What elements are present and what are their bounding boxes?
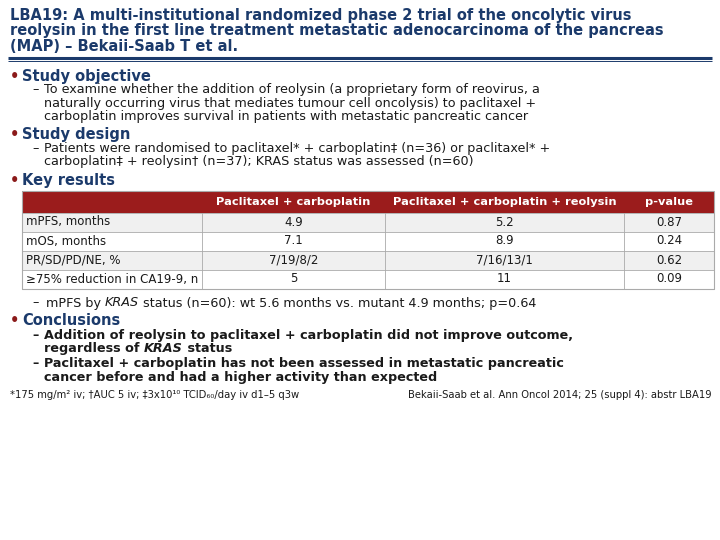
Text: ≥75% reduction in CA19-9, n: ≥75% reduction in CA19-9, n bbox=[26, 273, 198, 286]
Text: 0.09: 0.09 bbox=[656, 273, 682, 286]
Text: (MAP) – Bekaii-Saab T et al.: (MAP) – Bekaii-Saab T et al. bbox=[10, 39, 238, 54]
Text: –: – bbox=[32, 83, 38, 96]
Text: •: • bbox=[10, 127, 19, 143]
Text: •: • bbox=[10, 69, 19, 84]
Text: Patients were randomised to paclitaxel* + carboplatin‡ (n=36) or paclitaxel* +: Patients were randomised to paclitaxel* … bbox=[44, 142, 550, 155]
Text: 8.9: 8.9 bbox=[495, 234, 514, 247]
Text: 7.1: 7.1 bbox=[284, 234, 303, 247]
Text: –: – bbox=[32, 357, 38, 370]
Bar bbox=[22, 191, 714, 288]
Text: Paclitaxel + carboplatin has not been assessed in metastatic pancreatic: Paclitaxel + carboplatin has not been as… bbox=[44, 357, 564, 370]
Text: To examine whether the addition of reolysin (a proprietary form of reovirus, a: To examine whether the addition of reoly… bbox=[44, 83, 540, 96]
Bar bbox=[22, 269, 714, 288]
Text: 0.24: 0.24 bbox=[656, 234, 682, 247]
Text: *175 mg/m² iv; †AUC 5 iv; ‡3x10¹⁰ TCID₆₀/day iv d1–5 q3w: *175 mg/m² iv; †AUC 5 iv; ‡3x10¹⁰ TCID₆₀… bbox=[10, 389, 299, 400]
Text: carboplatin improves survival in patients with metastatic pancreatic cancer: carboplatin improves survival in patient… bbox=[44, 110, 528, 123]
Text: LBA19: A multi-institutional randomized phase 2 trial of the oncolytic virus: LBA19: A multi-institutional randomized … bbox=[10, 8, 631, 23]
Text: PR/SD/PD/NE, %: PR/SD/PD/NE, % bbox=[26, 253, 120, 267]
Text: –: – bbox=[32, 328, 38, 341]
Text: Paclitaxel + carboplatin + reolysin: Paclitaxel + carboplatin + reolysin bbox=[393, 197, 616, 207]
Text: mOS, months: mOS, months bbox=[26, 234, 106, 247]
Bar bbox=[22, 213, 714, 232]
Text: carboplatin‡ + reolysin† (n=37); KRAS status was assessed (n=60): carboplatin‡ + reolysin† (n=37); KRAS st… bbox=[44, 156, 474, 168]
Text: p-value: p-value bbox=[645, 197, 693, 207]
Text: Study objective: Study objective bbox=[22, 69, 151, 84]
Bar bbox=[22, 251, 714, 269]
Text: Conclusions: Conclusions bbox=[22, 313, 120, 328]
Text: Study design: Study design bbox=[22, 127, 130, 143]
Text: 0.62: 0.62 bbox=[656, 253, 682, 267]
Text: Paclitaxel + carboplatin: Paclitaxel + carboplatin bbox=[217, 197, 371, 207]
Text: naturally occurring virus that mediates tumour cell oncolysis) to paclitaxel +: naturally occurring virus that mediates … bbox=[44, 97, 536, 110]
Text: status (n=60): wt 5.6 months vs. mutant 4.9 months; p=0.64: status (n=60): wt 5.6 months vs. mutant … bbox=[139, 296, 536, 309]
Text: 4.9: 4.9 bbox=[284, 215, 303, 228]
Text: mPFS by: mPFS by bbox=[38, 296, 105, 309]
Text: cancer before and had a higher activity than expected: cancer before and had a higher activity … bbox=[44, 371, 437, 384]
Text: 0.87: 0.87 bbox=[656, 215, 682, 228]
Text: Key results: Key results bbox=[22, 173, 115, 188]
Text: •: • bbox=[10, 313, 19, 328]
Text: reolysin in the first line treatment metastatic adenocarcinoma of the pancreas: reolysin in the first line treatment met… bbox=[10, 24, 664, 38]
Text: 5: 5 bbox=[290, 273, 297, 286]
Text: 7/16/13/1: 7/16/13/1 bbox=[476, 253, 533, 267]
Text: •: • bbox=[10, 173, 19, 188]
Text: 11: 11 bbox=[498, 273, 512, 286]
Bar bbox=[22, 232, 714, 251]
Text: mPFS, months: mPFS, months bbox=[26, 215, 110, 228]
Text: regardless of: regardless of bbox=[44, 342, 144, 355]
Text: status: status bbox=[183, 342, 232, 355]
Text: KRAS: KRAS bbox=[105, 296, 139, 309]
Bar bbox=[22, 191, 714, 213]
Text: Addition of reolysin to paclitaxel + carboplatin did not improve outcome,: Addition of reolysin to paclitaxel + car… bbox=[44, 328, 573, 341]
Text: –: – bbox=[32, 142, 38, 155]
Text: KRAS: KRAS bbox=[144, 342, 183, 355]
Text: 7/19/8/2: 7/19/8/2 bbox=[269, 253, 318, 267]
Text: 5.2: 5.2 bbox=[495, 215, 514, 228]
Text: –: – bbox=[32, 296, 38, 309]
Text: Bekaii-Saab et al. Ann Oncol 2014; 25 (suppl 4): abstr LBA19: Bekaii-Saab et al. Ann Oncol 2014; 25 (s… bbox=[408, 389, 712, 400]
